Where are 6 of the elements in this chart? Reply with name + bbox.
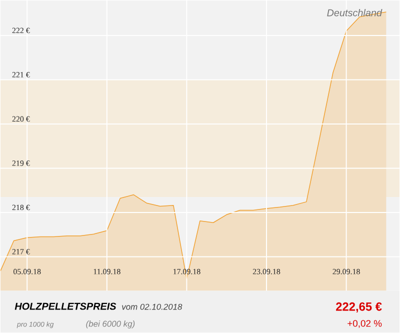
text: +0,02 % — [348, 320, 382, 328]
text: vom 02.10.2018 — [122, 304, 182, 310]
text: HOLZPELLETSPREIS — [14, 302, 116, 310]
annotation: Deutschland — [327, 9, 382, 16]
text: (bei 6000 kg) — [86, 320, 135, 329]
text: 222,65 € — [336, 302, 382, 313]
